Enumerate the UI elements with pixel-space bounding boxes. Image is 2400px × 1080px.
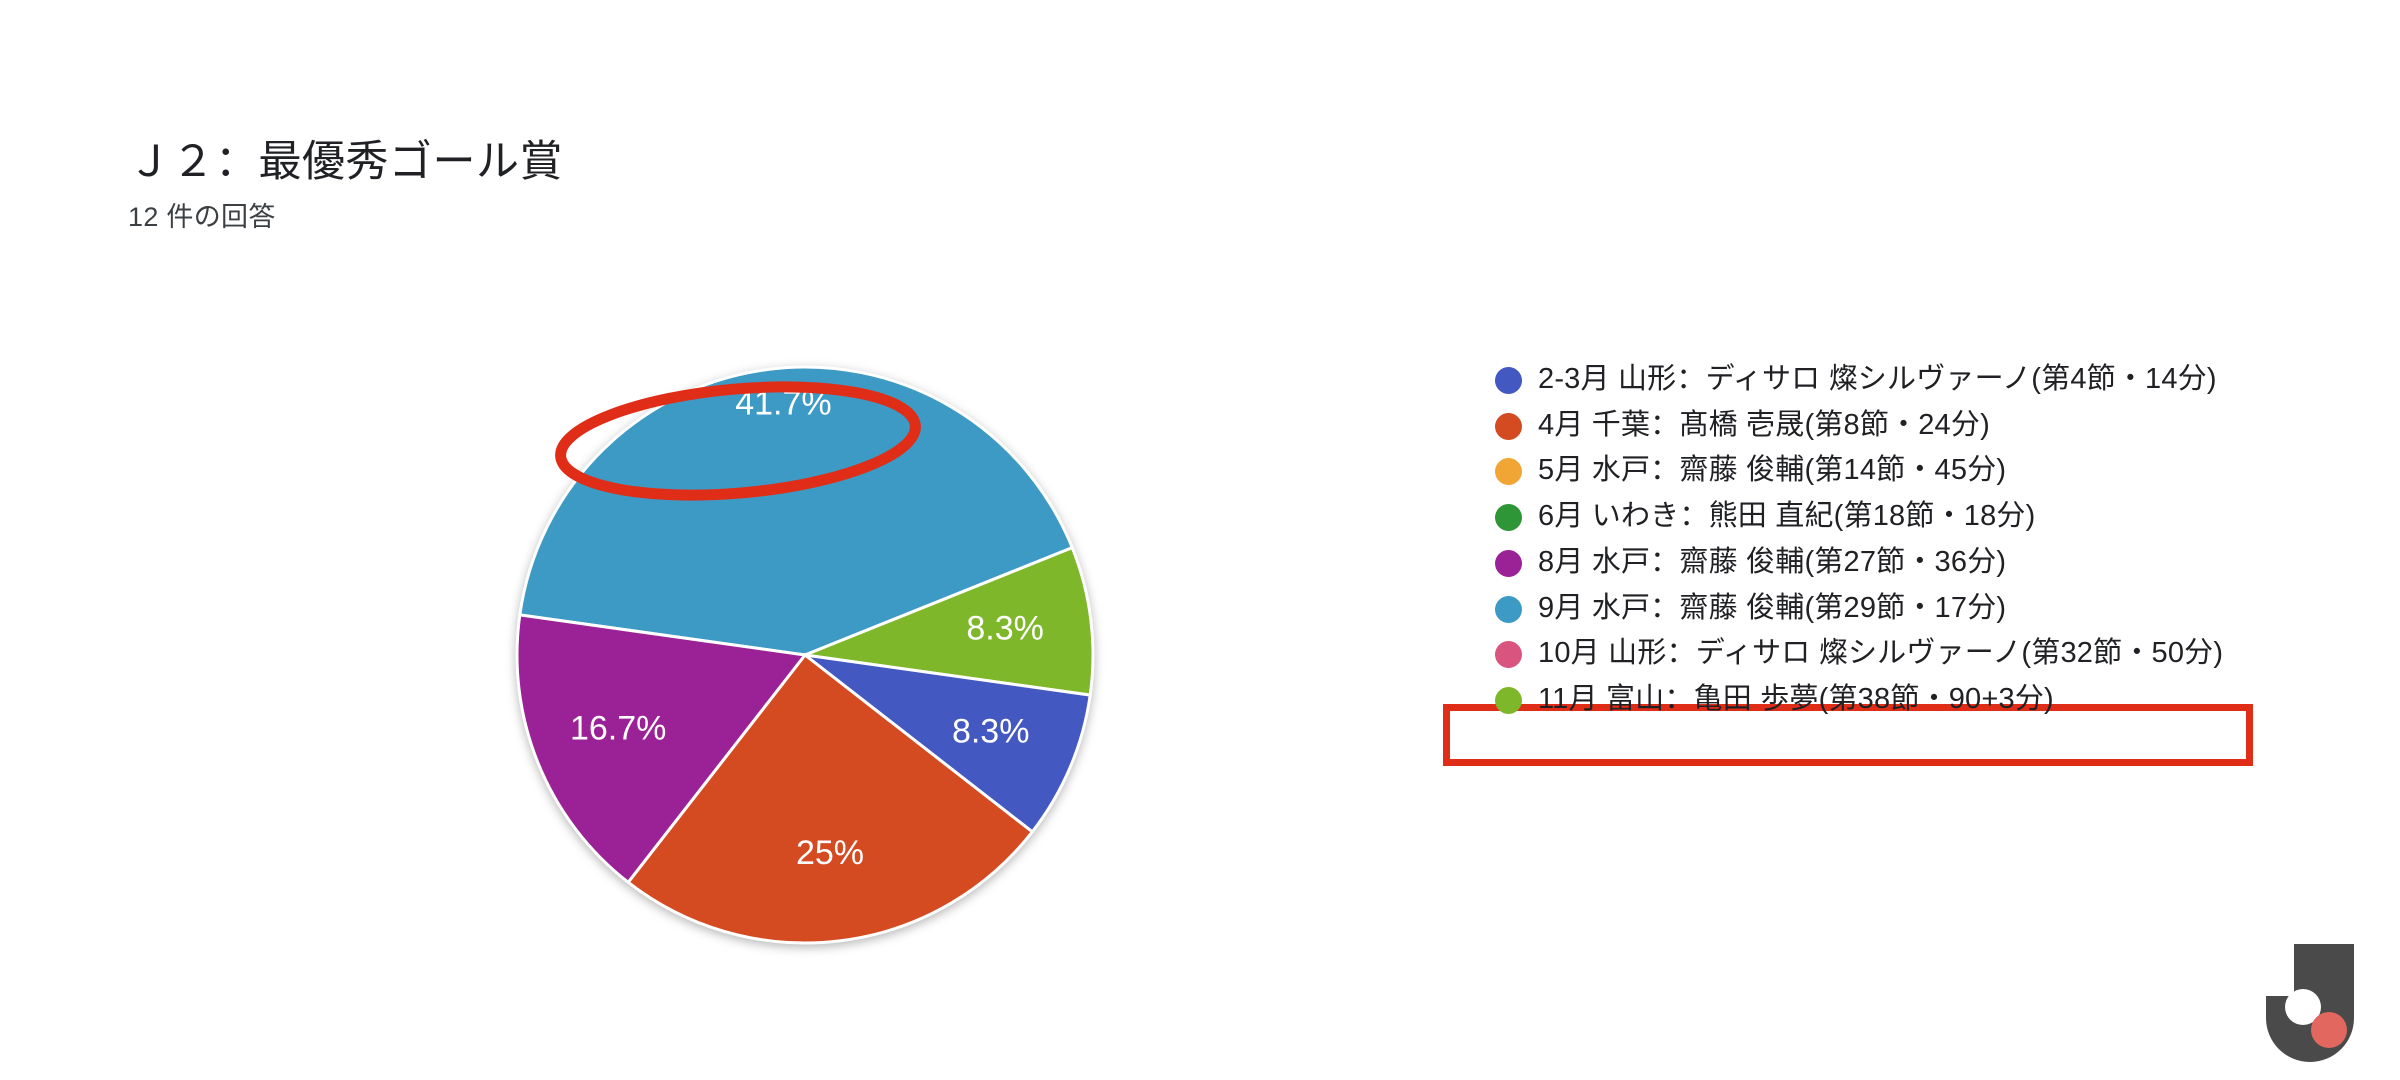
pie-chart: 41.7% 8.3% 8.3% 25% 16.7% (515, 365, 1095, 945)
pie-slice[interactable] (626, 652, 1035, 945)
legend-item[interactable]: 5月 水戸：齋藤 俊輔(第14節・45分) (1495, 451, 2255, 491)
legend-item[interactable]: 6月 いわき：熊田 直紀(第18節・18分) (1495, 497, 2255, 537)
legend-color-dot-icon (1495, 687, 1522, 715)
pie-slice-value-label: 25% (796, 834, 864, 872)
legend-items: 2-3月 山形：ディサロ 燦シルヴァーノ(第4節・14分) 4月 千葉：髙橋 壱晟… (1495, 360, 2255, 720)
legend-item-label: 4月 千葉：髙橋 壱晟(第8節・24分) (1538, 408, 1990, 441)
legend-color-dot-icon (1495, 412, 1522, 440)
legend-item[interactable]: 11月 富山：亀田 歩夢(第38節・90+3分) (1495, 680, 2255, 720)
pie-slice-value-label: 41.7% (735, 385, 831, 423)
legend-item-label: 2-3月 山形：ディサロ 燦シルヴァーノ(第4節・14分) (1538, 363, 2217, 395)
legend-item-label: 8月 水戸：齋藤 俊輔(第27節・36分) (1538, 545, 2007, 578)
legend-item[interactable]: 2-3月 山形：ディサロ 燦シルヴァーノ(第4節・14分) (1495, 360, 2255, 400)
pie-slice-value-label: 8.3% (952, 713, 1029, 751)
pie-chart-svg: 41.7% 8.3% 8.3% 25% 16.7% (515, 365, 1095, 945)
pie-slice-value-label: 16.7% (570, 710, 666, 748)
jleague-logo-icon (2266, 944, 2354, 1062)
legend-item[interactable]: 8月 水戸：齋藤 俊輔(第27節・36分) (1495, 543, 2255, 583)
pie-slice[interactable] (799, 652, 1092, 834)
legend-color-dot-icon (1495, 367, 1522, 394)
page-title: Ｊ２：最優秀ゴール賞 (128, 138, 563, 186)
legend-color-dot-icon (1495, 595, 1522, 623)
response-count-label: 12 件の回答 (128, 201, 276, 232)
pie-slice[interactable] (515, 613, 808, 885)
jleague-logo (2258, 944, 2378, 1072)
legend-color-dot-icon (1495, 458, 1522, 486)
legend-item[interactable]: 9月 水戸：齋藤 俊輔(第29節・17分) (1495, 589, 2255, 629)
legend-color-dot-icon (1495, 504, 1522, 532)
legend-item-label: 5月 水戸：齋藤 俊輔(第14節・45分) (1538, 454, 2007, 487)
legend-item-label: 9月 水戸：齋藤 俊輔(第29節・17分) (1538, 591, 2007, 624)
legend-color-dot-icon (1495, 641, 1522, 669)
pie-slice-value-label: 8.3% (966, 610, 1044, 648)
pie-slice[interactable] (799, 545, 1095, 697)
chart-legend: 2-3月 山形：ディサロ 燦シルヴァーノ(第4節・14分) 4月 千葉：髙橋 壱晟… (1443, 360, 2255, 766)
legend-color-dot-icon (1495, 549, 1522, 577)
legend-item-label: 11月 富山：亀田 歩夢(第38節・90+3分) (1538, 683, 2054, 716)
legend-item-label: 6月 いわき：熊田 直紀(第18節・18分) (1538, 500, 2036, 533)
legend-item[interactable]: 4月 千葉：髙橋 壱晟(第8節・24分) (1495, 406, 2255, 446)
legend-item[interactable]: 10月 山形：ディサロ 燦シルヴァーノ(第32節・50分) (1495, 634, 2255, 674)
legend-item-label: 10月 山形：ディサロ 燦シルヴァーノ(第32節・50分) (1538, 637, 2224, 670)
legend-highlight-box (1443, 704, 2253, 766)
chart-header: Ｊ２：最優秀ゴール賞 12 件の回答 (128, 136, 1328, 235)
